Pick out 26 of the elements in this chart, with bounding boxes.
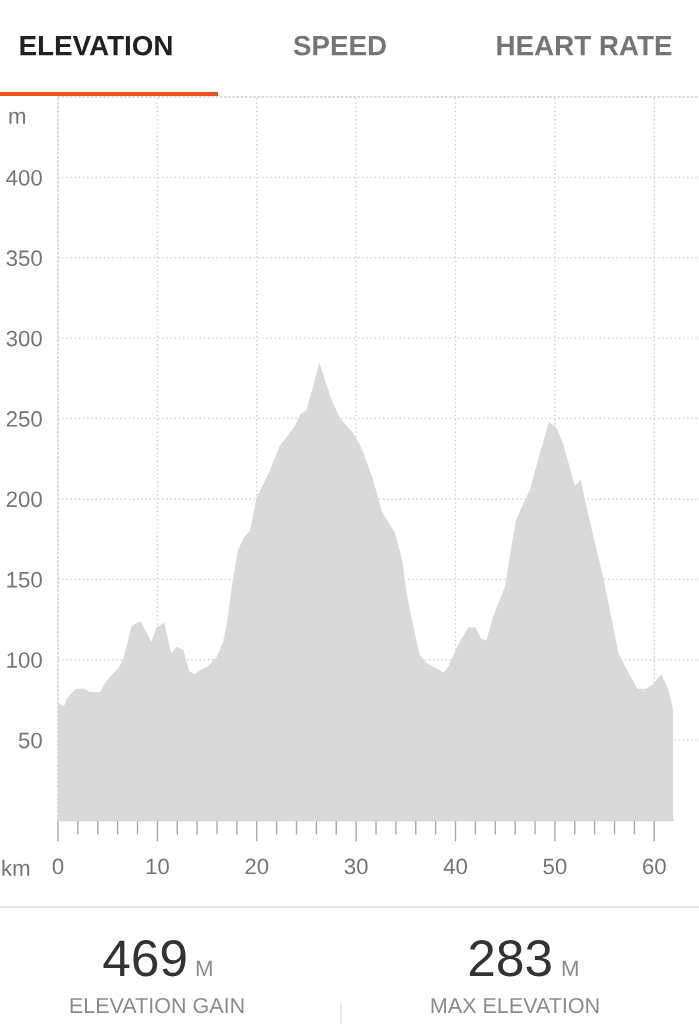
x-tick-label: 0 <box>52 858 64 875</box>
text: M <box>562 960 578 976</box>
x-tick-label: 10 <box>146 858 169 875</box>
y-tick-label: 350 <box>6 250 42 267</box>
text: HEART RATE <box>497 36 672 56</box>
y-tick-label: 250 <box>6 411 42 427</box>
text: MAX ELEVATION <box>431 997 599 1014</box>
text: ELEVATION GAIN <box>70 997 244 1014</box>
text: M <box>196 960 212 976</box>
chart-title: ELEVATION <box>20 35 172 56</box>
y-tick-label: 400 <box>6 169 42 186</box>
y-axis-title: m <box>9 111 26 124</box>
y-tick-label: 150 <box>7 571 42 588</box>
text: 469 <box>103 940 186 977</box>
x-axis-title: km <box>2 859 30 876</box>
text: SPEED <box>293 35 386 56</box>
y-tick-label: 100 <box>7 652 42 668</box>
text: 283 <box>469 940 551 977</box>
y-tick-label: 200 <box>6 491 42 508</box>
x-tick-label: 30 <box>344 858 368 875</box>
x-tick-label: 60 <box>643 858 666 875</box>
x-tick-label: 50 <box>543 858 567 875</box>
x-tick-label: 40 <box>443 858 468 875</box>
y-tick-label: 50 <box>18 732 42 749</box>
y-tick-label: 300 <box>6 330 42 347</box>
x-tick-label: 20 <box>245 858 269 875</box>
